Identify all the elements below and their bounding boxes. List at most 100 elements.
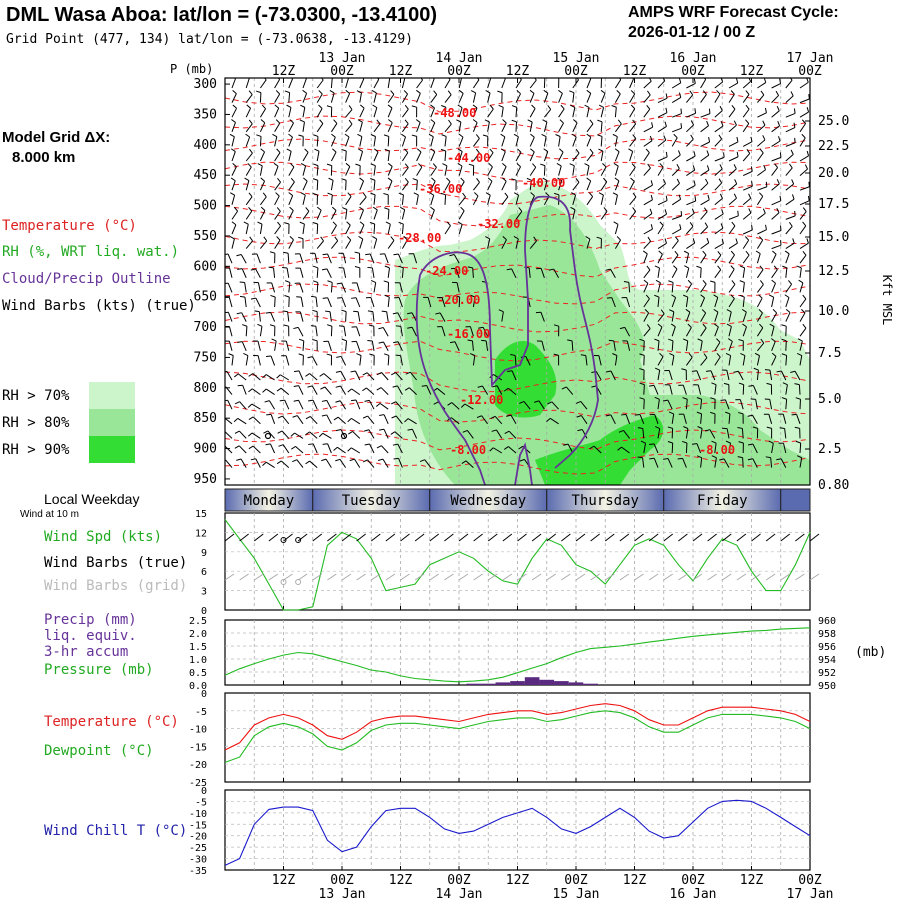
- wind-barb: [585, 355, 588, 366]
- wind-barb-grid: [327, 573, 337, 581]
- wind-barb: [752, 458, 758, 468]
- wind-barb-flag: [265, 311, 271, 314]
- wind-barb-10m: [531, 533, 542, 542]
- wind-barb: [501, 239, 507, 249]
- wind-barb: [771, 269, 778, 279]
- wind-barb-flag: [764, 107, 767, 113]
- wind-barb-flag: [631, 163, 636, 168]
- wind-barb: [600, 151, 604, 162]
- dewpoint-line: [224, 710, 811, 763]
- wind-barb-flag: [383, 193, 389, 196]
- wind-barb: [728, 183, 738, 191]
- rh90-region-2: [535, 415, 664, 485]
- wind-barb: [756, 355, 760, 366]
- wind-barb-flag: [347, 388, 352, 393]
- wind-barb-flag: [802, 323, 807, 329]
- pressure-tick-label: 960: [818, 616, 836, 627]
- wind-barb: [310, 416, 318, 425]
- wind-barb-flag: [379, 428, 385, 431]
- wind-barb-flag: [706, 165, 710, 171]
- wind-barb-flag: [292, 415, 298, 418]
- wind-barb-flag: [759, 265, 764, 270]
- wind-barb: [337, 446, 346, 454]
- wind-barb-flag: [742, 323, 747, 328]
- wind-barb-flag: [737, 210, 739, 216]
- wind-barb: [316, 123, 324, 133]
- top-date-label: 14 Jan: [436, 51, 483, 66]
- wind-barb-flag: [711, 382, 717, 386]
- wind-barb: [281, 460, 290, 468]
- wind-barb: [401, 239, 408, 249]
- wind-barb: [514, 355, 517, 366]
- wind-barb: [302, 121, 305, 132]
- wind-barb-flag: [704, 222, 709, 228]
- wind-barb: [387, 240, 395, 249]
- wind-barb-flag: [668, 280, 674, 283]
- wind-barb: [643, 253, 648, 264]
- wind-barb-flag: [702, 90, 707, 95]
- wind-barb-flag: [747, 458, 753, 461]
- wind-barb-flag: [691, 208, 695, 214]
- wind-barb-flag: [229, 236, 235, 240]
- wind-barb: [728, 443, 732, 454]
- wind-barb: [757, 212, 766, 220]
- wind-barb-flag: [768, 440, 774, 444]
- wind-barb-flag: [556, 163, 562, 167]
- wind-barb-flag: [793, 108, 796, 114]
- wind-barb-flag: [667, 441, 673, 444]
- wind-barb: [401, 152, 409, 162]
- wind-barb-flag: [730, 90, 735, 95]
- wind-barb: [366, 372, 375, 381]
- wind-barb: [724, 399, 730, 410]
- wind-barb-grid: [414, 573, 425, 581]
- wind-barb-flag: [312, 222, 318, 225]
- wind-barb-flag: [481, 339, 487, 342]
- wind-barb-flag: [321, 414, 327, 417]
- wind-barb: [330, 194, 333, 205]
- wind-barb: [416, 151, 422, 162]
- wind-barb-flag: [332, 221, 337, 226]
- wind-barb: [245, 78, 250, 89]
- wind-barb: [430, 195, 435, 205]
- precip-bar: [466, 683, 481, 685]
- wind-barb: [629, 93, 636, 103]
- wind-barb: [381, 445, 389, 454]
- wind-barb: [341, 282, 347, 293]
- wind-barb: [309, 431, 318, 439]
- wind-barb-flag: [225, 311, 229, 314]
- wind-barb-flag: [341, 178, 347, 181]
- wind-barb-flag: [752, 426, 758, 429]
- wind-barb: [757, 139, 766, 147]
- wind-barb-flag: [347, 417, 352, 423]
- wind-barb-10m: [575, 533, 586, 542]
- wind-barb: [274, 225, 281, 235]
- height-tick-label: 7.5: [818, 346, 841, 361]
- wind-barb: [614, 239, 621, 249]
- wind-barb-flag: [293, 326, 299, 330]
- wind-barb: [799, 186, 810, 191]
- wind-barb: [629, 167, 636, 176]
- wind-barb: [799, 155, 809, 162]
- wind-barb: [288, 107, 292, 118]
- wind-barb-flag: [357, 119, 363, 123]
- wind-barb-flag: [801, 119, 806, 124]
- wind-barb: [316, 165, 319, 176]
- wind-barb: [245, 94, 253, 103]
- wind-barb-flag: [362, 372, 368, 376]
- wind-barb: [771, 183, 780, 191]
- wind-barb-flag: [733, 370, 739, 373]
- wind-barb: [245, 240, 253, 249]
- wind-barb-flag: [597, 119, 603, 123]
- wind-barb-flag: [778, 136, 781, 142]
- wind-barb: [714, 138, 722, 147]
- wind-chill-label: Wind Chill T (°C): [44, 823, 188, 839]
- wind-barb-flag: [305, 207, 310, 212]
- wind-barb-flag: [257, 163, 263, 167]
- wind-barb: [401, 181, 409, 191]
- wind-barb-flag: [254, 310, 260, 313]
- wind-barb-flag: [782, 382, 788, 386]
- wind-barb: [387, 267, 390, 278]
- wind-barb-flag: [362, 415, 368, 419]
- temperature-contour-label: -28.00: [398, 231, 441, 245]
- wind-barb: [487, 238, 491, 249]
